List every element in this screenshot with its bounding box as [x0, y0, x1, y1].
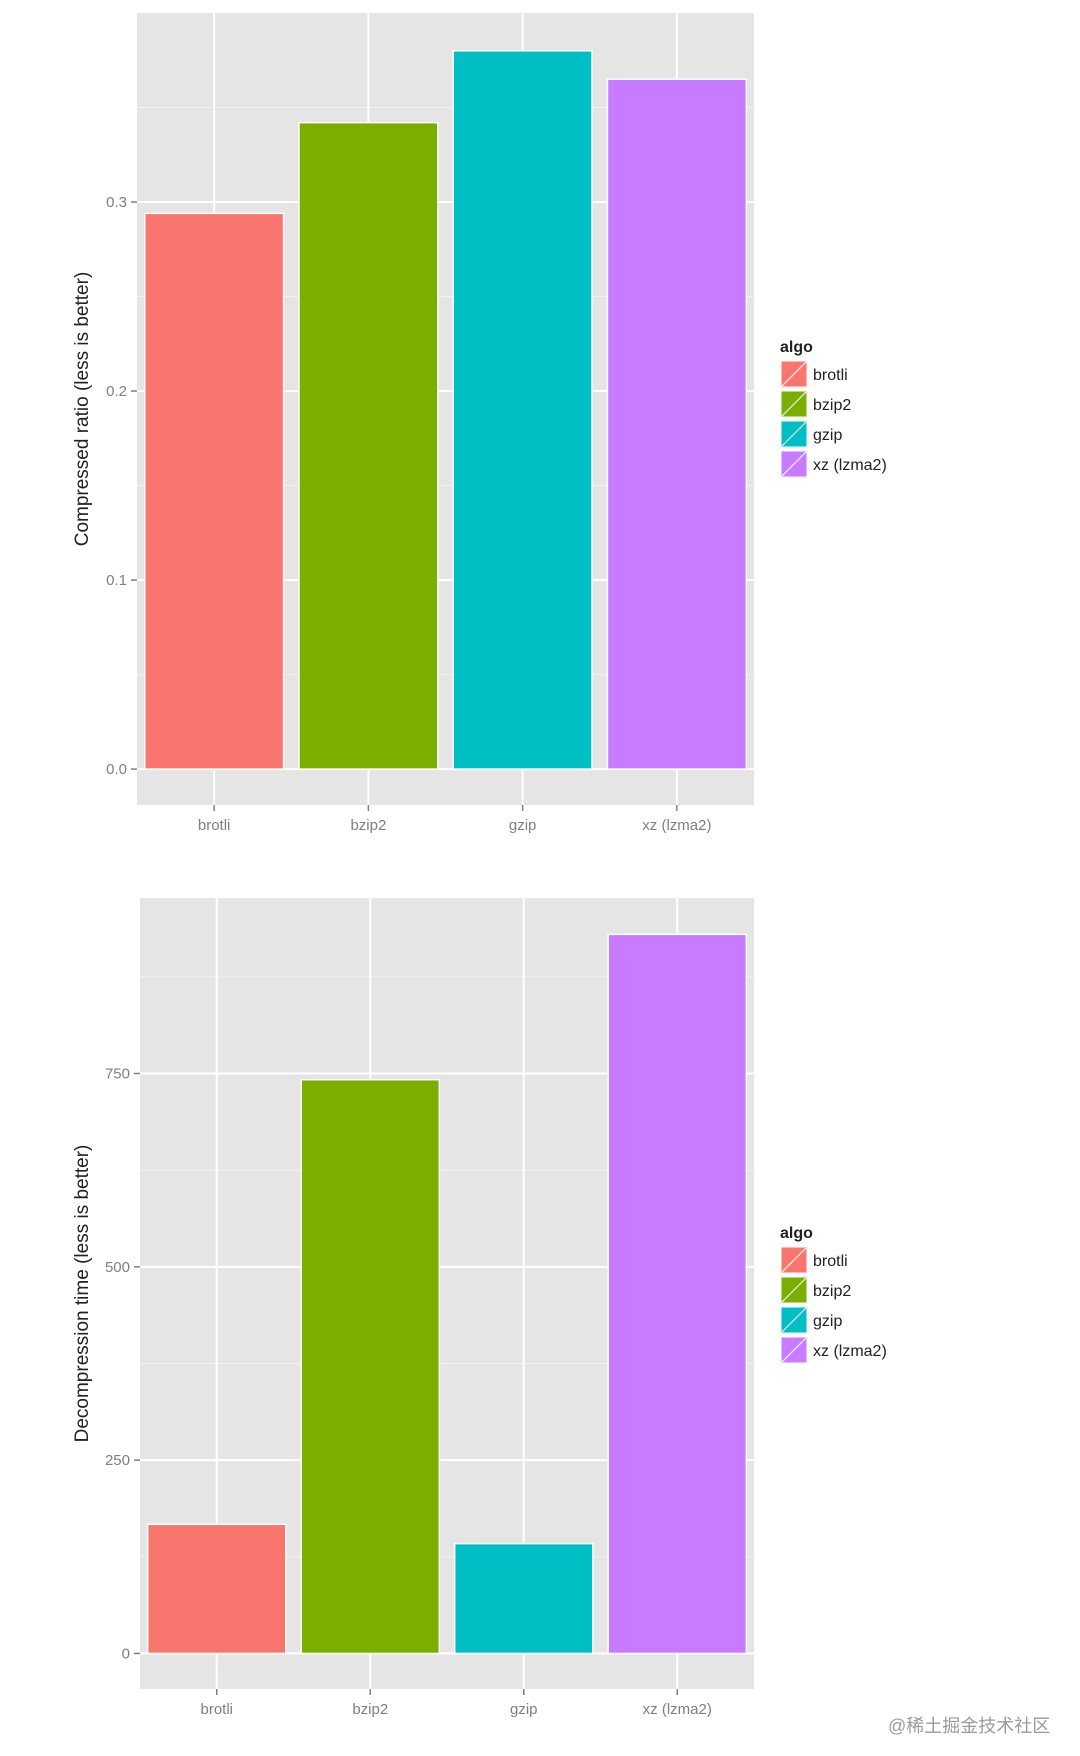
bar-gzip: [453, 1542, 594, 1655]
y-tick-label: 250: [105, 1452, 130, 1469]
x-tick-label: xz (lzma2): [642, 817, 711, 834]
x-tick-label: brotli: [200, 1701, 233, 1718]
y-tick-label: 750: [105, 1066, 130, 1083]
chart-2: 0 250 500 750 brotli bzip2 gzip xz (lzma2) Decom…: [72, 898, 887, 1718]
x-tick-label: bzip2: [350, 817, 386, 834]
x-tick-label: gzip: [509, 817, 537, 834]
legend-label: gzip: [813, 427, 842, 444]
bar-bzip2: [298, 121, 439, 770]
bar-bzip2: [300, 1078, 441, 1655]
bar-xz-lzma2: [607, 933, 748, 1655]
watermark: @稀土掘金技术社区: [888, 1716, 1051, 1736]
legend-title: algo: [780, 1225, 813, 1242]
legend-key-slash: [781, 1307, 807, 1333]
bar-gzip: [452, 50, 593, 770]
y-tick-label: 0.1: [106, 572, 127, 589]
bar-brotli: [146, 1523, 287, 1655]
legend-key-slash: [781, 1247, 807, 1273]
legend-label: brotli: [813, 367, 848, 384]
chart-1: 0.0 0.1 0.2 0.3 brotli bzip2 gzip xz (lzma2) Com…: [72, 13, 887, 834]
y-tick-label: 0.0: [106, 761, 127, 778]
legend-label: bzip2: [813, 397, 851, 414]
x-tick-label: bzip2: [352, 1701, 388, 1718]
x-tick-label: xz (lzma2): [643, 1701, 712, 1718]
x-tick-label: gzip: [510, 1701, 538, 1718]
legend-label: brotli: [813, 1253, 848, 1270]
legend-key-slash: [781, 391, 807, 417]
legend-label: xz (lzma2): [813, 1343, 887, 1360]
legend-label: bzip2: [813, 1283, 851, 1300]
legend-key-slash: [781, 451, 807, 477]
legend-label: gzip: [813, 1313, 842, 1330]
y-axis-title: Compressed ratio (less is better): [72, 272, 93, 547]
legend-title: algo: [780, 339, 813, 356]
y-tick-label: 0.2: [106, 383, 127, 400]
y-tick-label: 500: [105, 1259, 130, 1276]
legend-key-slash: [781, 1277, 807, 1303]
bar-xz-lzma2: [606, 78, 748, 770]
bar-brotli: [143, 212, 285, 770]
y-axis-title: Decompression time (less is better): [72, 1145, 93, 1443]
legend-key-slash: [781, 421, 807, 447]
legend-key-slash: [781, 361, 807, 387]
y-tick-label: 0.3: [106, 194, 127, 211]
legend-key-slash: [781, 1337, 807, 1363]
x-tick-label: brotli: [198, 817, 231, 834]
legend-label: xz (lzma2): [813, 457, 887, 474]
y-tick-label: 0: [122, 1645, 130, 1662]
